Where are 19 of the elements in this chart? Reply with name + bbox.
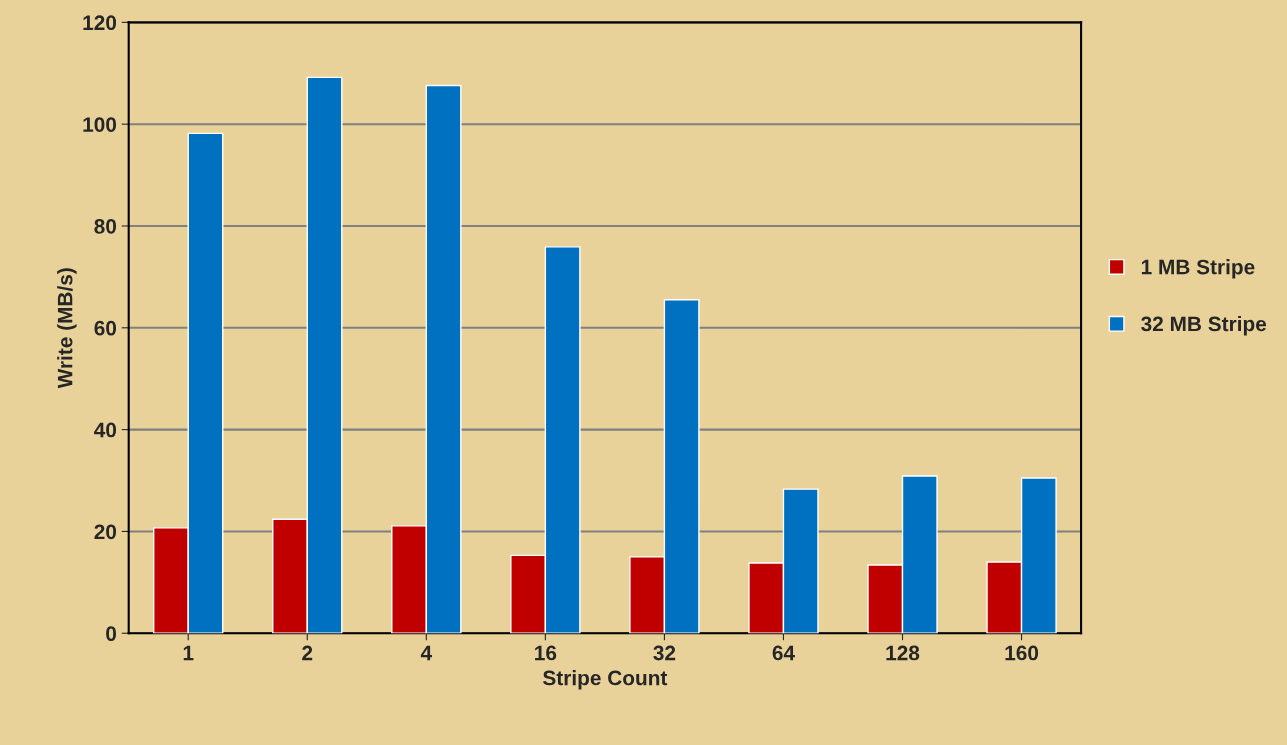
x-tick-label: 128 (886, 645, 920, 661)
y-tick-label: 0 (106, 626, 117, 641)
x-tick-label: 160 (1005, 645, 1039, 661)
y-tick-label: 120 (83, 15, 117, 31)
x-tick-label: 16 (535, 645, 557, 661)
x-tick-label: 2 (302, 645, 313, 661)
y-tick-label: 20 (94, 524, 117, 540)
legend-label: 1 MB Stripe (1141, 259, 1255, 279)
x-tick-label: 32 (653, 645, 676, 661)
x-tick-label: 1 (183, 645, 194, 661)
x-tick-label: 64 (772, 645, 795, 661)
y-tick-label: 60 (94, 320, 117, 336)
x-tick-label: 4 (420, 645, 432, 661)
legend-label: 32 MB Stripe (1141, 316, 1267, 336)
x-axis-title: Stripe Count (543, 670, 668, 690)
y-tick-label: 100 (83, 117, 117, 132)
y-tick-label: 40 (94, 422, 117, 438)
y-axis-title: Write (MB/s) (57, 268, 77, 389)
y-tick-label: 80 (94, 218, 117, 234)
